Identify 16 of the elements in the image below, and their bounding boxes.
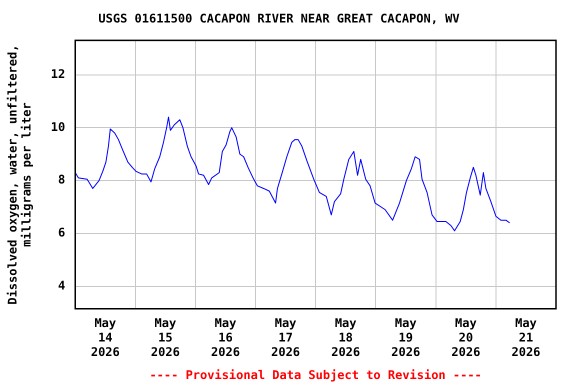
x-tick-label: May 20 2026 [451, 316, 480, 359]
chart-title: USGS 01611500 CACAPON RIVER NEAR GREAT CACAPON, WV [98, 11, 460, 26]
x-tick-label: May 17 2026 [271, 316, 300, 359]
x-tick-label: May 21 2026 [512, 316, 540, 359]
y-axis-title: Dissolved oxygen, water, unfiltered, milligrams per liter [5, 44, 34, 305]
y-tick-label: 12 [50, 66, 66, 81]
x-tick-label: May 14 2026 [90, 316, 120, 359]
y-tick-label: 4 [58, 278, 66, 292]
text: ---- Provisional Data Subject to Revision ---- [149, 368, 482, 382]
x-tick-label: May 19 2026 [391, 316, 420, 359]
x-tick-label: May 15 2026 [150, 316, 180, 359]
x-tick-label: May 16 2026 [211, 316, 240, 359]
y-tick-label: 8 [58, 172, 66, 187]
y-tick-label: 6 [58, 226, 66, 240]
x-tick-label: May 18 2026 [331, 316, 360, 359]
y-tick-label: 10 [50, 120, 66, 134]
